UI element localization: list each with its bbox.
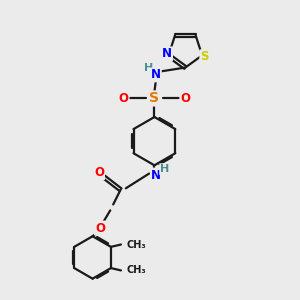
Text: O: O bbox=[95, 221, 105, 235]
Text: H: H bbox=[145, 63, 154, 74]
Text: CH₃: CH₃ bbox=[126, 266, 146, 275]
Text: CH₃: CH₃ bbox=[126, 239, 146, 250]
Text: N: N bbox=[151, 169, 161, 182]
Text: O: O bbox=[94, 166, 104, 179]
Text: S: S bbox=[200, 50, 209, 63]
Text: O: O bbox=[118, 92, 128, 105]
Text: N: N bbox=[151, 68, 161, 81]
Text: S: S bbox=[149, 92, 159, 106]
Text: H: H bbox=[160, 164, 169, 174]
Text: N: N bbox=[162, 47, 172, 60]
Text: O: O bbox=[180, 92, 190, 105]
